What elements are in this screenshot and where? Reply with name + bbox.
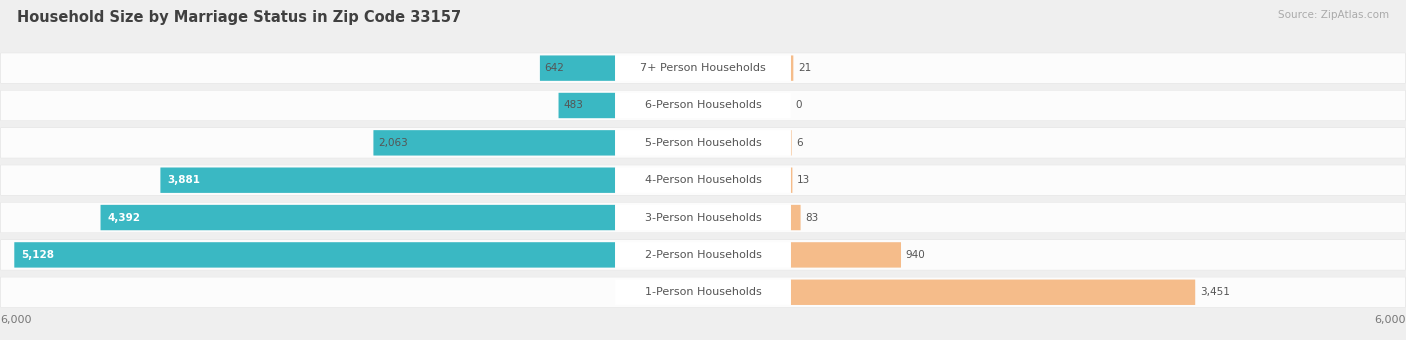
- Text: 6,000: 6,000: [0, 316, 32, 325]
- FancyBboxPatch shape: [0, 53, 1406, 83]
- FancyBboxPatch shape: [0, 128, 1406, 158]
- Text: 6: 6: [796, 138, 803, 148]
- FancyBboxPatch shape: [616, 130, 790, 155]
- FancyBboxPatch shape: [1, 165, 1405, 195]
- Text: 5-Person Households: 5-Person Households: [644, 138, 762, 148]
- Text: 3-Person Households: 3-Person Households: [644, 212, 762, 223]
- FancyBboxPatch shape: [616, 279, 790, 305]
- Text: 3,451: 3,451: [1199, 287, 1230, 297]
- FancyBboxPatch shape: [616, 93, 790, 118]
- Text: 13: 13: [797, 175, 810, 185]
- FancyBboxPatch shape: [616, 242, 790, 268]
- FancyBboxPatch shape: [1, 90, 1405, 120]
- FancyBboxPatch shape: [1, 53, 1405, 83]
- Text: 4-Person Households: 4-Person Households: [644, 175, 762, 185]
- Text: 2,063: 2,063: [378, 138, 408, 148]
- FancyBboxPatch shape: [790, 55, 793, 81]
- FancyBboxPatch shape: [616, 168, 790, 193]
- FancyBboxPatch shape: [1, 203, 1405, 233]
- FancyBboxPatch shape: [616, 55, 790, 81]
- FancyBboxPatch shape: [374, 130, 616, 155]
- FancyBboxPatch shape: [1, 240, 1405, 270]
- FancyBboxPatch shape: [558, 93, 616, 118]
- Text: 7+ Person Households: 7+ Person Households: [640, 63, 766, 73]
- FancyBboxPatch shape: [540, 55, 616, 81]
- Text: 1-Person Households: 1-Person Households: [644, 287, 762, 297]
- Text: 6-Person Households: 6-Person Households: [644, 101, 762, 111]
- FancyBboxPatch shape: [1, 128, 1405, 158]
- FancyBboxPatch shape: [616, 205, 790, 230]
- FancyBboxPatch shape: [101, 205, 616, 230]
- FancyBboxPatch shape: [790, 242, 901, 268]
- FancyBboxPatch shape: [790, 279, 1195, 305]
- Text: 3,881: 3,881: [167, 175, 201, 185]
- Text: Household Size by Marriage Status in Zip Code 33157: Household Size by Marriage Status in Zip…: [17, 10, 461, 25]
- FancyBboxPatch shape: [0, 277, 1406, 308]
- FancyBboxPatch shape: [160, 168, 616, 193]
- Text: 21: 21: [799, 63, 811, 73]
- Text: 940: 940: [905, 250, 925, 260]
- FancyBboxPatch shape: [14, 242, 616, 268]
- Text: Source: ZipAtlas.com: Source: ZipAtlas.com: [1278, 10, 1389, 20]
- FancyBboxPatch shape: [790, 168, 793, 193]
- Text: 6,000: 6,000: [1374, 316, 1406, 325]
- Text: 4,392: 4,392: [107, 212, 141, 223]
- Text: 5,128: 5,128: [21, 250, 55, 260]
- FancyBboxPatch shape: [1, 277, 1405, 307]
- FancyBboxPatch shape: [790, 205, 800, 230]
- Text: 2-Person Households: 2-Person Households: [644, 250, 762, 260]
- Text: 642: 642: [544, 63, 564, 73]
- Text: 83: 83: [806, 212, 818, 223]
- FancyBboxPatch shape: [0, 202, 1406, 233]
- Text: 0: 0: [796, 101, 801, 111]
- FancyBboxPatch shape: [0, 240, 1406, 270]
- FancyBboxPatch shape: [0, 165, 1406, 196]
- Text: 483: 483: [564, 101, 583, 111]
- FancyBboxPatch shape: [0, 90, 1406, 121]
